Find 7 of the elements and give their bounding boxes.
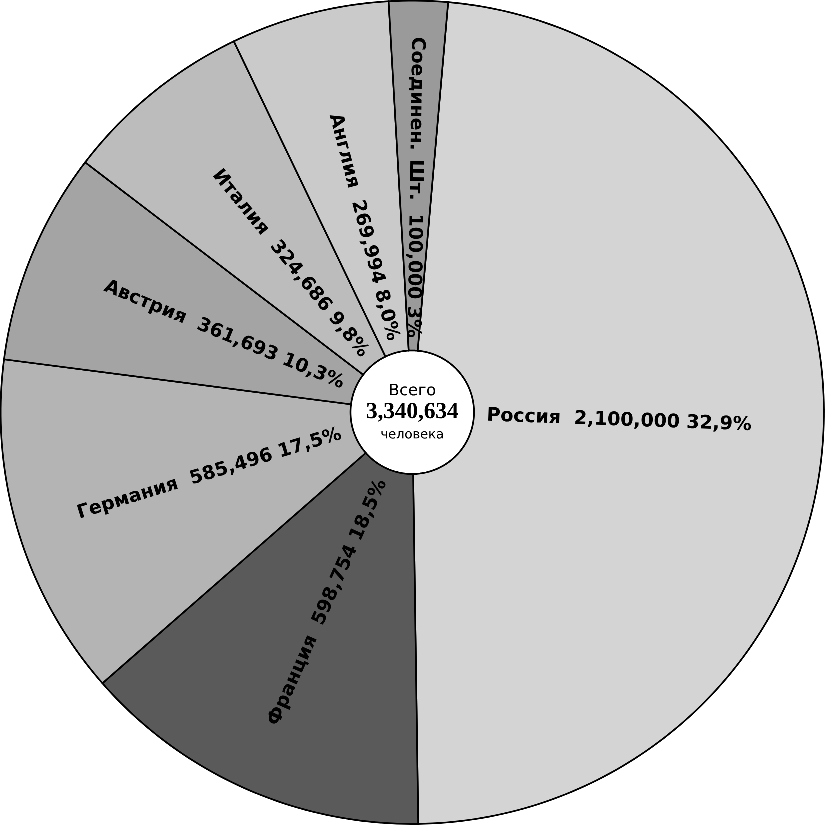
data-label: 2,100,000 32,9% [576,410,752,432]
slice-label: Соединен. Шт. [409,38,426,199]
text: человека [382,431,444,439]
slice-label: Россия [488,407,560,424]
text: 3,340,634 [367,403,458,422]
slice-label: Англия [330,115,359,188]
text: Всего [390,384,436,396]
